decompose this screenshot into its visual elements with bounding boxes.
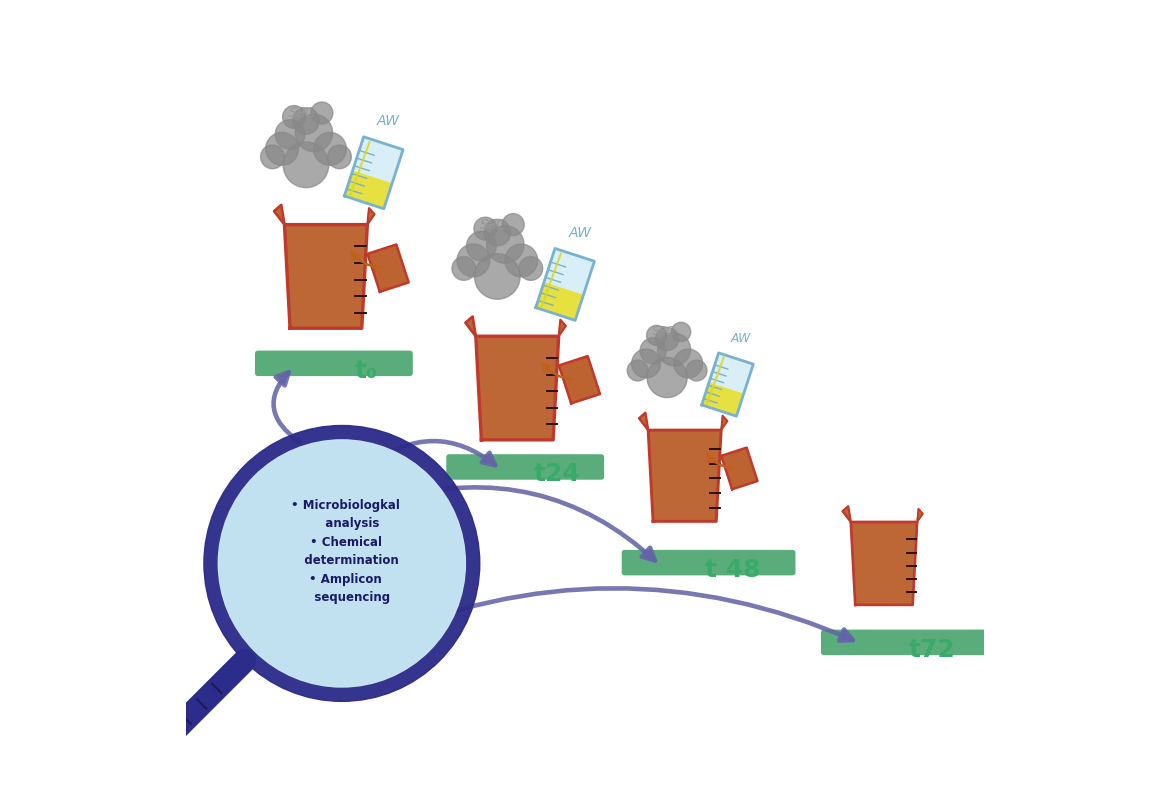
Polygon shape (367, 245, 408, 292)
Polygon shape (559, 320, 566, 336)
Circle shape (204, 426, 480, 702)
Polygon shape (536, 249, 594, 320)
Circle shape (314, 133, 346, 166)
Circle shape (283, 142, 329, 188)
Circle shape (219, 440, 466, 687)
Text: AW: AW (731, 333, 751, 346)
Polygon shape (476, 336, 559, 440)
Polygon shape (851, 522, 917, 605)
Circle shape (275, 120, 305, 150)
Circle shape (475, 254, 521, 299)
Circle shape (658, 333, 690, 366)
Polygon shape (559, 356, 600, 403)
FancyBboxPatch shape (621, 550, 796, 575)
Circle shape (504, 244, 538, 277)
Polygon shape (466, 317, 476, 336)
Polygon shape (274, 205, 284, 225)
Text: SPC: SPC (480, 218, 507, 231)
Text: SPC: SPC (289, 106, 315, 120)
Polygon shape (842, 506, 851, 522)
Circle shape (266, 133, 298, 166)
Circle shape (647, 358, 687, 398)
Circle shape (627, 360, 648, 381)
FancyArrowPatch shape (392, 487, 655, 561)
Text: t24: t24 (534, 462, 580, 486)
Polygon shape (702, 353, 753, 416)
Text: AW: AW (569, 226, 591, 239)
FancyArrowPatch shape (543, 363, 572, 379)
Polygon shape (702, 383, 743, 416)
Polygon shape (344, 137, 402, 209)
FancyArrowPatch shape (274, 372, 300, 442)
Circle shape (311, 102, 332, 124)
Circle shape (283, 106, 305, 128)
Polygon shape (367, 208, 374, 225)
Polygon shape (536, 282, 584, 320)
Polygon shape (639, 413, 648, 430)
Circle shape (632, 349, 661, 378)
Circle shape (295, 114, 332, 152)
Text: t 48: t 48 (704, 558, 761, 582)
FancyArrowPatch shape (708, 454, 732, 468)
Circle shape (292, 108, 319, 134)
Polygon shape (721, 415, 728, 430)
Circle shape (487, 226, 524, 263)
Circle shape (686, 360, 707, 381)
FancyBboxPatch shape (446, 454, 604, 480)
Circle shape (640, 338, 666, 364)
Circle shape (502, 214, 524, 235)
Circle shape (674, 349, 703, 378)
FancyArrowPatch shape (369, 588, 853, 642)
Circle shape (655, 327, 679, 350)
Polygon shape (721, 448, 757, 490)
Polygon shape (648, 430, 721, 522)
Text: SPC: SPC (652, 326, 675, 338)
Text: AW: AW (377, 114, 400, 128)
Circle shape (467, 231, 496, 261)
Text: • Microbiologkal
   analysis
• Chemical
   determination
• Amplicon
   sequencin: • Microbiologkal analysis • Chemical det… (291, 498, 400, 604)
Circle shape (457, 244, 490, 277)
Circle shape (519, 257, 543, 280)
Polygon shape (284, 225, 367, 328)
Polygon shape (344, 171, 392, 209)
Text: t72: t72 (908, 638, 955, 662)
Circle shape (647, 326, 667, 346)
Circle shape (328, 145, 351, 169)
Circle shape (261, 145, 284, 169)
Circle shape (672, 322, 690, 342)
Circle shape (474, 217, 497, 240)
Circle shape (484, 219, 510, 246)
FancyBboxPatch shape (255, 350, 413, 376)
FancyArrowPatch shape (369, 441, 495, 466)
FancyBboxPatch shape (821, 630, 994, 655)
Polygon shape (917, 509, 923, 522)
FancyArrowPatch shape (351, 252, 381, 268)
Circle shape (452, 257, 476, 280)
Text: t₀: t₀ (355, 358, 377, 382)
